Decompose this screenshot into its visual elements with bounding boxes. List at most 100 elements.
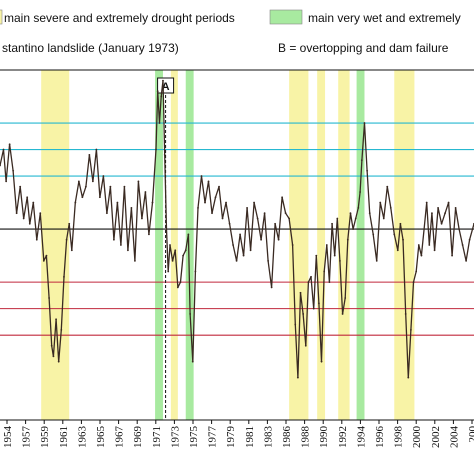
series-point-83 [253,201,255,204]
series-point-136 [407,376,410,379]
series-point-132 [396,249,399,252]
series-point-43 [137,180,140,183]
series-point-105 [320,360,323,363]
series-point-16 [50,344,53,347]
legend-marker-a-label: stantino landslide (January 1973) [2,41,179,55]
series-point-67 [197,206,199,209]
series-point-27 [81,196,84,199]
series-point-152 [454,206,457,209]
series-point-7 [22,217,25,220]
series-point-146 [433,249,436,252]
series-point-86 [263,212,266,215]
series-point-119 [357,206,360,209]
marker-label-0: A [162,81,170,93]
series-point-143 [425,201,428,204]
series-point-70 [207,180,210,183]
series-point-34 [105,212,108,215]
series-point-36 [113,238,115,241]
series-point-99 [304,344,307,347]
series-point-30 [91,180,94,183]
series-point-95 [294,323,297,326]
series-point-140 [417,244,420,246]
x-tick-label-22: 2000 [411,426,423,449]
series-point-118 [354,217,357,220]
series-point-104 [318,302,320,305]
x-tick-label-2: 1959 [39,426,51,449]
series-point-115 [346,238,349,241]
series-point-123 [366,169,369,172]
series-point-76 [228,222,231,225]
shaded-periods [41,70,415,420]
x-tick-label-7: 1969 [132,426,144,449]
series-point-142 [423,228,425,230]
series-point-106 [323,270,326,273]
drought-band-1 [170,70,178,420]
series-point-50 [158,122,161,124]
series-point-0 [0,164,1,167]
series-point-113 [341,313,344,315]
series-point-116 [349,212,352,215]
series-point-74 [221,217,224,220]
x-tick-label-20: 1996 [374,426,386,449]
series-layer [0,79,474,379]
series-point-84 [256,217,259,220]
series-point-94 [291,244,294,246]
series-point-149 [444,212,446,215]
series-point-11 [35,238,38,241]
series-point-24 [70,249,73,252]
series-point-55 [167,270,170,273]
series-point-45 [144,191,147,193]
series-point-91 [281,196,284,199]
series-point-155 [465,260,468,262]
x-tick-label-19: 1994 [355,426,367,449]
series-point-90 [277,238,280,241]
series-point-22 [65,238,68,241]
series-point-42 [134,260,136,262]
series-point-5 [15,212,18,215]
series-point-19 [57,360,60,363]
series-point-110 [333,254,336,257]
series-point-81 [246,206,248,209]
series-point-60 [179,281,182,284]
drought-band-3 [317,70,326,420]
series-point-46 [148,233,150,236]
series-point-138 [412,281,415,284]
x-tick-label-10: 1975 [188,426,200,449]
series-point-73 [218,185,220,188]
series-point-112 [339,260,341,262]
series-point-107 [325,244,328,246]
series-point-51 [160,95,163,98]
series-point-68 [200,175,203,177]
series-point-139 [415,270,418,273]
drought-band-5 [394,70,415,420]
series-point-80 [242,254,245,257]
series-point-82 [249,249,252,252]
series-point-17 [52,355,55,358]
series-point-32 [98,196,101,199]
x-tick-label-24: 2004 [448,426,460,449]
series-point-114 [344,297,347,299]
series-point-153 [458,228,461,230]
series-point-64 [189,313,192,315]
series-point-63 [187,233,190,236]
series-point-103 [315,254,318,257]
series-point-4 [12,169,15,172]
series-point-131 [393,233,396,236]
series-point-124 [368,212,371,215]
x-tick-label-1: 1957 [21,426,33,449]
series-point-31 [95,148,98,151]
series-point-12 [39,212,42,215]
series-point-39 [123,185,126,188]
series-point-93 [288,217,291,220]
series-point-100 [307,281,310,284]
series-point-135 [404,313,407,315]
series-point-26 [77,180,80,183]
legend-wet-swatch [269,9,303,25]
series-point-130 [389,206,392,209]
series-point-125 [372,233,375,236]
series-point-72 [214,196,217,199]
x-tick-label-11: 1977 [207,426,219,449]
series-point-97 [299,291,302,294]
series-point-117 [352,228,354,230]
x-tick-label-15: 1986 [281,426,293,449]
